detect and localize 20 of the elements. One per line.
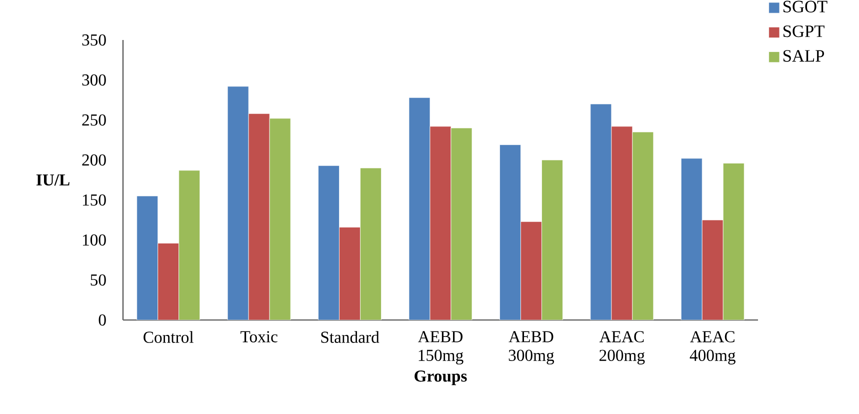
x-tick-label: Standard [321,331,380,343]
y-tick-label: 200 [82,154,106,166]
y-tick-label: 300 [82,74,106,86]
x-tick-label: Control [144,331,194,343]
x-tick-label: AEAC 200mg [599,331,645,364]
x-tick-label: AEBD 150mg [418,331,464,364]
legend-label: SGOT [783,0,828,12]
y-tick-label: 0 [98,314,106,326]
y-tick-label: 150 [82,194,106,206]
legend-label: SALP [783,50,824,62]
y-tick-label: 100 [82,234,106,246]
y-tick-label: 350 [82,34,106,46]
legend-label: SGPT [783,25,824,38]
y-tick-label: 250 [82,114,106,126]
y-tick-label: 50 [90,274,106,286]
x-axis-title: Groups [414,370,467,386]
x-tick-label: AEAC 400mg [690,331,736,364]
y-axis-title: IU/L [36,174,70,186]
x-tick-label: AEBD 300mg [508,331,554,364]
x-tick-label: Toxic [240,331,278,342]
